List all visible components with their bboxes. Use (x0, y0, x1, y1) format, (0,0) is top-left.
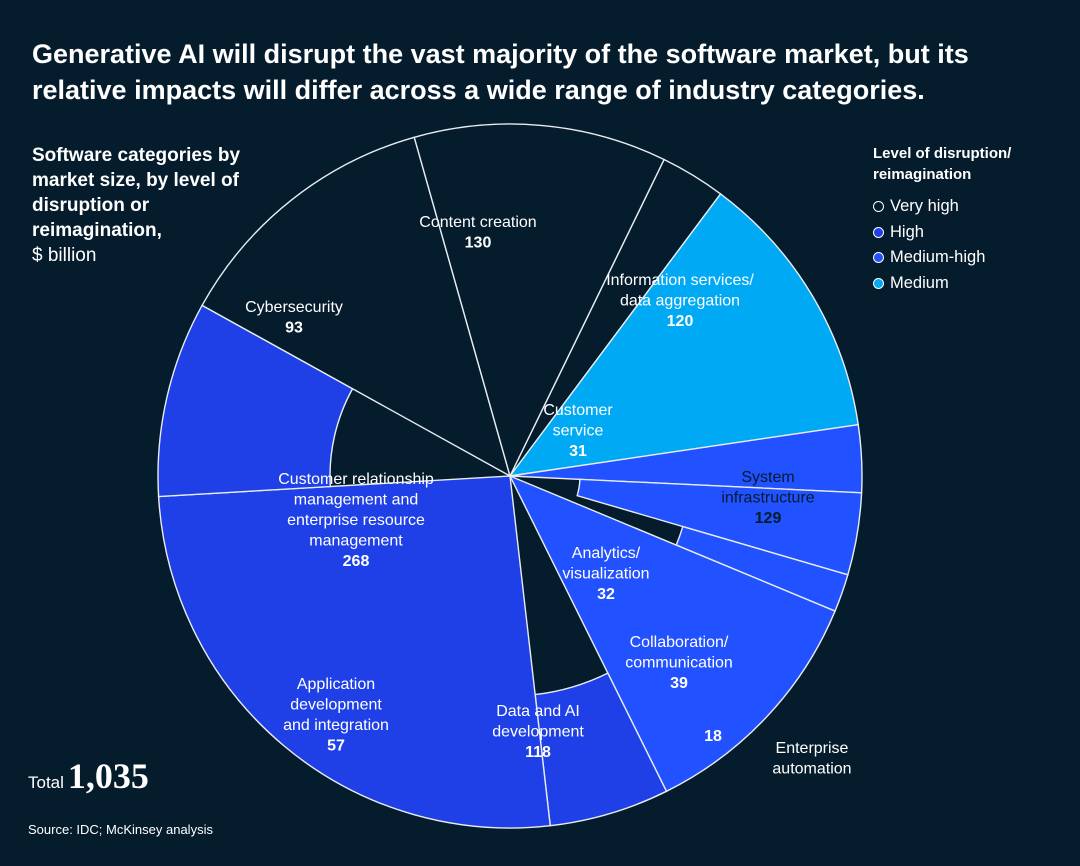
slice-value-enterprise-automation: 18 (704, 728, 722, 745)
chart-subtitle: Software categories by market size, by l… (32, 143, 262, 268)
legend-swatch-medium (873, 277, 884, 289)
legend-title: Level of disruption/ reimagination (873, 145, 1012, 183)
slice-value-application-development-and-integration: 57 (327, 738, 345, 755)
legend: Level of disruption/ reimagination Very … (873, 143, 1063, 296)
slice-value-content-creation: 130 (465, 235, 492, 252)
total-value: 1,035 (67, 756, 149, 796)
slice-label-analytics-visualization: Analytics/visualization (562, 545, 649, 583)
slice-customer-relationship-management-and-enterprise-resource-management (157, 475, 552, 829)
slice-label-application-development-and-integration: Application development and integration (283, 676, 389, 734)
legend-item-very-high: Very high (873, 194, 1063, 220)
subtitle-text: Software categories by market size, by l… (32, 145, 241, 241)
slice-value-data-and-ai-development: 118 (525, 744, 551, 761)
chart-title: Generative AI will disrupt the vast majo… (32, 39, 969, 105)
slice-label-data-and-ai-development: Data and AI development (492, 703, 584, 741)
slice-label-content-creation: Content creation (419, 214, 536, 231)
slice-data-and-ai-development (508, 474, 836, 793)
legend-label: Medium (890, 273, 949, 292)
legend-item-high: High (873, 220, 1063, 246)
slice-label-customer-relationship-management-and-enterprise-resource-management: Customer relationship management and enter… (278, 471, 434, 550)
unit-label: $ billion (32, 245, 97, 266)
total: Total 1,035 (28, 755, 149, 797)
legend-swatch-high (873, 226, 884, 238)
slice-content-creation (201, 136, 512, 478)
slice-value-information-services-data-aggregation: 120 (667, 313, 694, 330)
slice-value-customer-relationship-management-and-enterprise-resource-management: 268 (343, 553, 370, 570)
total-label: Total (28, 773, 64, 792)
slice-label-collaboration-communication: Collaboration/communication (625, 634, 733, 672)
slice-information-services-data-aggregation (413, 123, 666, 478)
slice-system-infrastructure (508, 192, 860, 477)
slice-label-enterprise-automation: Enterprise automation (772, 740, 851, 778)
source-note: Source: IDC; McKinsey analysis (28, 822, 213, 837)
legend-swatch-medium-high (873, 252, 884, 264)
legend-label: High (890, 222, 924, 241)
legend-item-medium: Medium (873, 271, 1063, 297)
slice-value-cybersecurity: 93 (285, 320, 303, 337)
legend-label: Medium-high (890, 248, 986, 267)
slice-label-cybersecurity: Cybersecurity (245, 299, 343, 316)
slice-label-system-infrastructure: System infrastructure (721, 469, 814, 507)
slice-value-collaboration-communication: 39 (670, 675, 688, 692)
slice-value-customer-service: 31 (569, 443, 587, 460)
slice-label-customer-service: Customer service (543, 402, 613, 440)
slice-value-analytics-visualization: 32 (597, 586, 615, 603)
legend-item-medium-high: Medium-high (873, 245, 1063, 271)
slice-value-system-infrastructure: 129 (755, 510, 782, 527)
slice-label-information-services-data-aggregation: Information services/data aggregation (606, 272, 754, 310)
legend-label: Very high (890, 197, 959, 216)
legend-swatch-very-high (873, 201, 884, 213)
